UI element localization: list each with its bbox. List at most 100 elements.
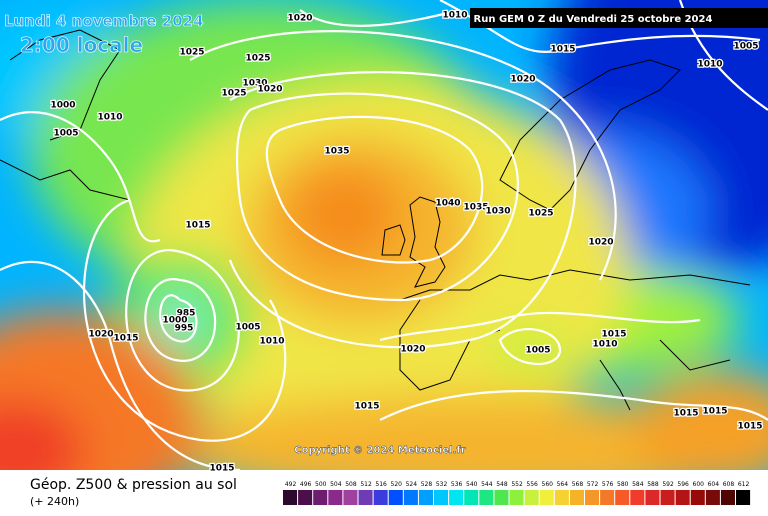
scale-label: 492 (285, 481, 297, 488)
isobar-label: 1005 (525, 346, 550, 356)
isobar-label: 1020 (400, 345, 425, 355)
scale-label: 548 (496, 481, 508, 488)
scale-swatch (600, 490, 615, 505)
isobar-label: 1020 (588, 238, 613, 248)
scale-swatch (283, 490, 298, 505)
footer-title: Géop. Z500 & pression au sol (30, 477, 237, 493)
scale-swatch (569, 490, 584, 505)
isobar-label: 1010 (259, 337, 284, 347)
scale-label: 604 (708, 481, 720, 488)
scale-label: 592 (662, 481, 674, 488)
isobar-label: 1005 (53, 129, 78, 139)
scale-label: 512 (360, 481, 372, 488)
scale-swatch (479, 490, 494, 505)
scale-label: 588 (647, 481, 659, 488)
scale-swatch (705, 490, 720, 505)
scale-label: 568 (572, 481, 584, 488)
scale-label: 532 (436, 481, 448, 488)
isobar-label: 1035 (463, 203, 488, 213)
scale-swatch (645, 490, 660, 505)
isobar-label: 1015 (209, 464, 234, 474)
scale-swatch (494, 490, 509, 505)
scale-label: 552 (511, 481, 523, 488)
scale-swatch (343, 490, 358, 505)
scale-swatch (554, 490, 569, 505)
scale-label: 608 (723, 481, 735, 488)
isobar-label: 1015 (601, 330, 626, 340)
scale-swatch (449, 490, 464, 505)
isobar-label: 1025 (528, 209, 553, 219)
scale-label: 596 (677, 481, 689, 488)
isobar-label: 1025 (245, 54, 270, 64)
isobar-label: 1020 (88, 330, 113, 340)
isobar-label: 1015 (737, 422, 762, 432)
scale-label: 556 (526, 481, 538, 488)
isobar-label: 1010 (97, 113, 122, 123)
isobar-label: 1035 (324, 147, 349, 157)
scale-label: 536 (451, 481, 463, 488)
scale-swatch (464, 490, 479, 505)
copyright: Copyright © 2024 Meteociel.fr (294, 445, 465, 456)
scale-swatch (434, 490, 449, 505)
scale-swatch (630, 490, 645, 505)
scale-label: 496 (300, 481, 312, 488)
isobar-label: 1015 (673, 409, 698, 419)
scale-swatch (675, 490, 690, 505)
scale-label: 544 (481, 481, 493, 488)
date: Lundi 4 novembre 2024 (4, 12, 204, 30)
scale-swatch (298, 490, 313, 505)
scale-label: 612 (738, 481, 750, 488)
isobar-label: 1025 (179, 48, 204, 58)
scale-label: 520 (391, 481, 403, 488)
isobar-label: 1015 (185, 221, 210, 231)
isobar-lines (0, 0, 768, 470)
scale-swatch (720, 490, 735, 505)
scale-label: 560 (542, 481, 554, 488)
scale-label: 564 (557, 481, 569, 488)
scale-swatch (418, 490, 433, 505)
scale-label: 500 (315, 481, 327, 488)
isobar-label: 1025 (221, 89, 246, 99)
scale-swatch (539, 490, 554, 505)
run-info: Run GEM 0 Z du Vendredi 25 octobre 2024 (474, 14, 713, 25)
scale-label: 508 (345, 481, 357, 488)
time: 2:00 locale (20, 33, 143, 57)
scale-label: 600 (693, 481, 705, 488)
isobar-label: 1010 (442, 11, 467, 21)
scale-swatch (615, 490, 630, 505)
scale-swatch (373, 490, 388, 505)
isobar-label: 995 (175, 324, 194, 334)
isobar-label: 1005 (235, 323, 260, 333)
scale-label: 580 (617, 481, 629, 488)
isobar-label: 1015 (702, 407, 727, 417)
scale-swatch (358, 490, 373, 505)
scale-swatch (524, 490, 539, 505)
isobar-label: 1020 (257, 85, 282, 95)
isobar-label: 1005 (733, 42, 758, 52)
isobar-label: 1015 (113, 334, 138, 344)
scale-label: 576 (602, 481, 614, 488)
scale-swatch (509, 490, 524, 505)
scale-swatch (388, 490, 403, 505)
scale-swatch (690, 490, 705, 505)
scale-label: 524 (406, 481, 418, 488)
isobar-label: 1030 (485, 207, 510, 217)
isobar-label: 1000 (50, 101, 75, 111)
scale-swatch (403, 490, 418, 505)
isobar-label: 1015 (550, 45, 575, 55)
isobar-label: 1015 (354, 402, 379, 412)
scale-label: 572 (587, 481, 599, 488)
isobar-label: 1010 (697, 60, 722, 70)
isobar-label: 1030 (242, 79, 267, 89)
run-box (470, 8, 768, 28)
isobar-label: 1010 (592, 340, 617, 350)
scale-label: 540 (466, 481, 478, 488)
scale-swatch (585, 490, 600, 505)
scale-label: 504 (330, 481, 342, 488)
isobar-label: 985 (177, 309, 196, 319)
scale-label: 528 (421, 481, 433, 488)
scale-swatch (736, 490, 751, 505)
footer-range: (+ 240h) (30, 495, 79, 508)
